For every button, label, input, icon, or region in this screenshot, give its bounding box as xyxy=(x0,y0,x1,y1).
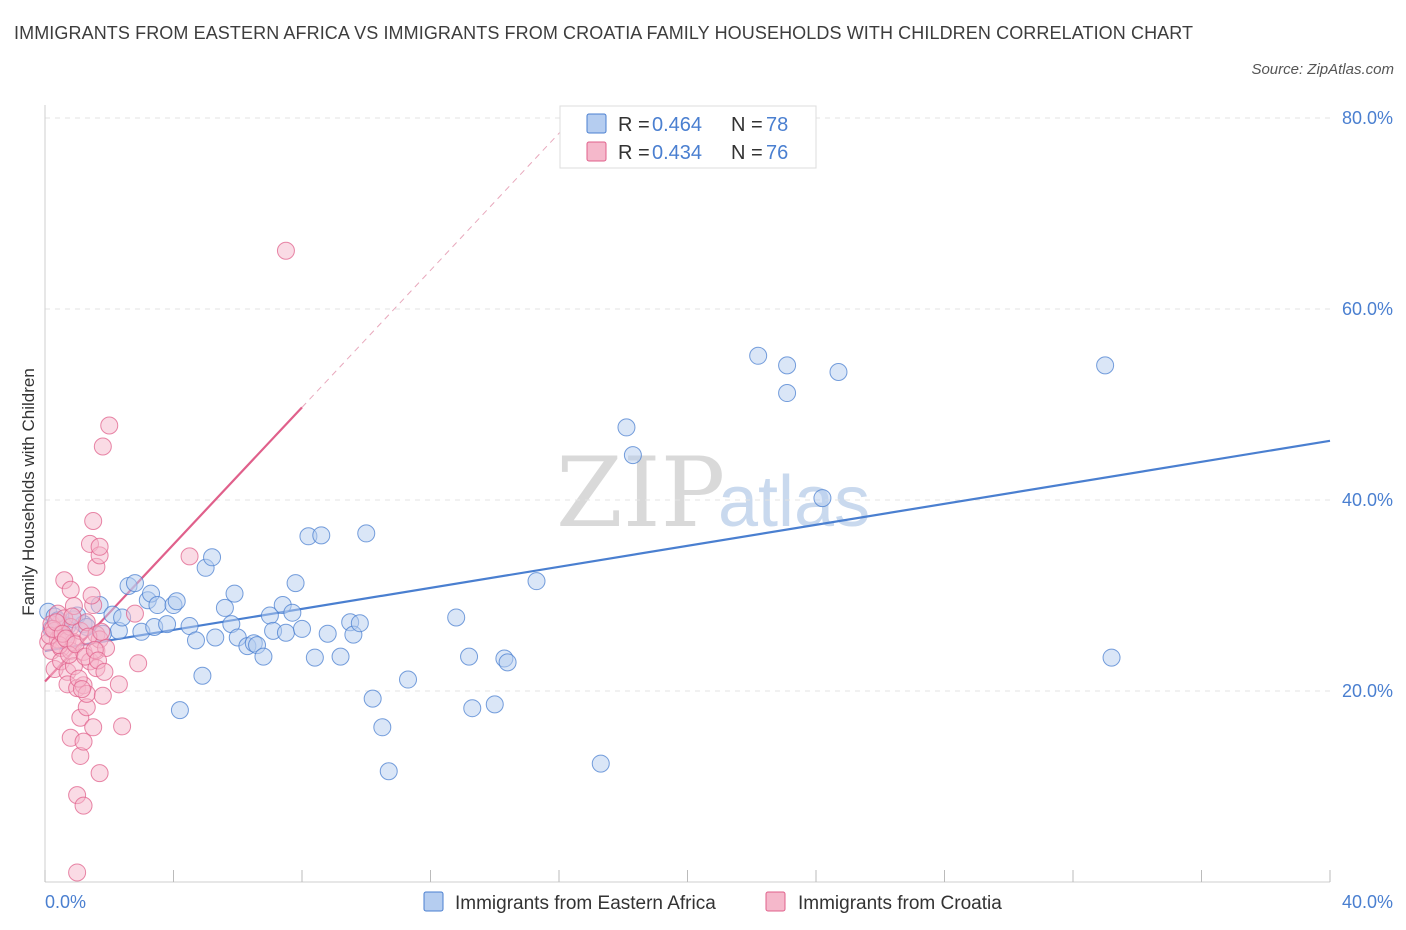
point-croatia xyxy=(180,547,199,566)
legend-label-croatia: Immigrants from Croatia xyxy=(798,893,1002,914)
stat-n-value-pink: 76 xyxy=(766,142,788,164)
point-eastern-africa xyxy=(286,574,305,593)
point-eastern-africa xyxy=(215,598,234,617)
legend-swatch-eastern-africa xyxy=(423,891,444,912)
point-eastern-africa xyxy=(778,356,797,375)
point-croatia xyxy=(113,717,132,736)
stat-r-value-pink: 0.434 xyxy=(652,142,702,164)
y-tick-label: 60.0% xyxy=(1342,299,1393,319)
chart-title: IMMIGRANTS FROM EASTERN AFRICA VS IMMIGR… xyxy=(14,23,1194,43)
point-croatia xyxy=(90,537,109,556)
point-croatia xyxy=(68,863,87,882)
point-eastern-africa xyxy=(1102,648,1121,667)
x-tick-label: 0.0% xyxy=(45,892,86,912)
legend-label-eastern-africa: Immigrants from Eastern Africa xyxy=(455,893,716,914)
stat-r-label-pink: R = xyxy=(618,142,650,164)
point-eastern-africa xyxy=(225,584,244,603)
point-croatia xyxy=(93,686,112,705)
point-eastern-africa xyxy=(778,384,797,403)
axes: 20.0% 40.0% 60.0% 80.0% 0.0% 40.0% xyxy=(44,105,1393,912)
stats-legend-box: R = 0.464 N = 78 R = 0.434 N = 76 xyxy=(559,105,817,169)
point-eastern-africa xyxy=(350,614,369,633)
bottom-legend: Immigrants from Eastern Africa Immigrant… xyxy=(423,891,1002,914)
point-eastern-africa xyxy=(379,762,398,781)
point-eastern-africa xyxy=(399,670,418,689)
point-eastern-africa xyxy=(254,647,273,666)
point-eastern-africa xyxy=(170,701,189,720)
point-croatia xyxy=(92,622,111,641)
point-eastern-africa xyxy=(829,363,848,382)
stat-n-label-blue: N = xyxy=(731,114,763,136)
stat-r-label-blue: R = xyxy=(618,114,650,136)
point-eastern-africa xyxy=(485,695,504,714)
watermark-atlas: atlas xyxy=(718,462,870,542)
point-eastern-africa xyxy=(749,346,768,365)
point-eastern-africa xyxy=(813,489,832,508)
point-eastern-africa xyxy=(363,689,382,708)
y-tick-label: 80.0% xyxy=(1342,108,1393,128)
data-points xyxy=(39,241,1121,882)
y-axis-label: Family Households with Children xyxy=(19,368,38,616)
stats-swatch-pink xyxy=(586,141,607,162)
point-eastern-africa xyxy=(293,619,311,638)
point-eastern-africa xyxy=(591,754,610,773)
point-croatia xyxy=(74,796,93,815)
point-croatia xyxy=(129,654,148,673)
point-croatia xyxy=(84,718,103,737)
point-eastern-africa xyxy=(527,572,546,591)
point-eastern-africa xyxy=(148,596,167,615)
point-eastern-africa xyxy=(158,615,177,634)
point-eastern-africa xyxy=(193,666,212,685)
point-croatia xyxy=(95,662,114,681)
point-eastern-africa xyxy=(498,653,517,672)
point-eastern-africa xyxy=(305,648,324,667)
point-croatia xyxy=(276,241,295,260)
point-eastern-africa xyxy=(167,592,186,611)
stats-swatch-blue xyxy=(586,113,607,134)
point-croatia xyxy=(72,680,91,699)
point-eastern-africa xyxy=(357,524,376,543)
point-croatia xyxy=(61,580,80,599)
point-eastern-africa xyxy=(186,631,205,650)
point-eastern-africa xyxy=(206,628,225,647)
point-eastern-africa xyxy=(373,718,392,737)
point-croatia xyxy=(82,586,101,605)
point-eastern-africa xyxy=(463,699,482,718)
stat-r-value-blue: 0.464 xyxy=(652,114,702,136)
gridlines xyxy=(45,117,1330,692)
point-eastern-africa xyxy=(623,446,642,465)
point-eastern-africa xyxy=(617,418,636,437)
point-croatia xyxy=(109,675,128,694)
point-croatia xyxy=(84,512,103,531)
trend-extension-croatia xyxy=(301,117,574,408)
stat-n-label-pink: N = xyxy=(731,142,763,164)
point-eastern-africa xyxy=(125,574,144,593)
point-croatia xyxy=(74,732,93,751)
source-label: Source: ZipAtlas.com xyxy=(1251,61,1394,78)
stat-n-value-blue: 78 xyxy=(766,114,788,136)
y-tick-label: 40.0% xyxy=(1342,490,1393,510)
point-croatia xyxy=(125,604,144,623)
point-croatia xyxy=(90,764,109,783)
point-eastern-africa xyxy=(460,647,479,666)
point-croatia xyxy=(100,416,119,435)
point-eastern-africa xyxy=(331,647,350,666)
trend-line-eastern-africa xyxy=(44,439,1331,652)
x-tick-label: 40.0% xyxy=(1342,892,1393,912)
point-croatia xyxy=(93,437,112,456)
y-tick-label: 20.0% xyxy=(1342,681,1393,701)
point-eastern-africa xyxy=(283,603,302,622)
point-eastern-africa xyxy=(276,623,295,642)
point-eastern-africa xyxy=(1096,356,1115,375)
point-eastern-africa xyxy=(312,526,331,545)
legend-swatch-croatia xyxy=(765,891,786,912)
point-eastern-africa xyxy=(447,608,466,627)
point-eastern-africa xyxy=(318,624,337,643)
point-eastern-africa xyxy=(203,548,222,567)
point-croatia xyxy=(63,607,82,626)
